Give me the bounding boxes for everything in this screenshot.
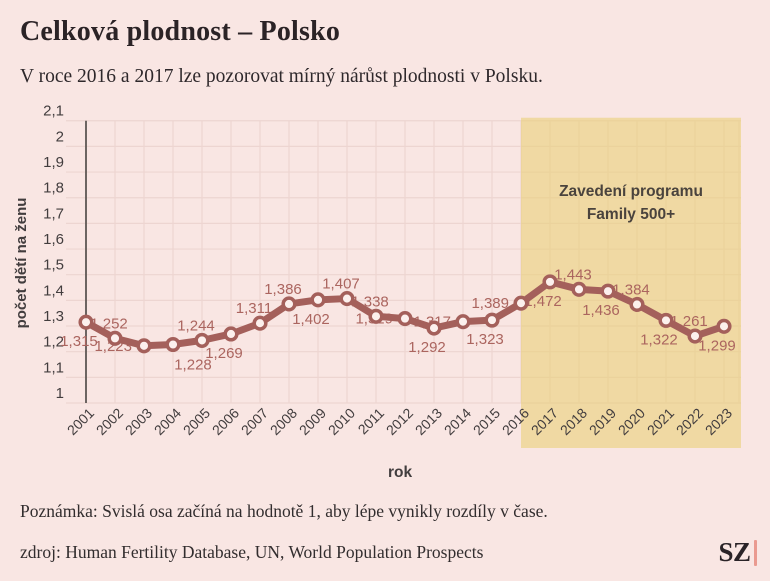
x-tick-label: 2012 xyxy=(383,405,416,438)
x-axis-title: rok xyxy=(388,464,413,481)
x-tick-label: 2003 xyxy=(122,405,155,438)
sz-logo-text: SZ xyxy=(718,537,751,567)
data-point xyxy=(252,315,268,331)
x-tick-label: 2015 xyxy=(470,405,503,438)
page-title: Celková plodnost – Polsko xyxy=(20,16,341,47)
data-point-label: 1,407 xyxy=(322,276,360,293)
data-point-label: 1,436 xyxy=(582,302,620,319)
data-point-label: 1,292 xyxy=(408,339,446,356)
x-tick-label: 2008 xyxy=(267,405,300,438)
page-subtitle: V roce 2016 a 2017 lze pozorovat mírný n… xyxy=(20,66,543,87)
x-tick-label: 2007 xyxy=(238,405,271,438)
data-point xyxy=(310,292,326,308)
data-point-label: 1,386 xyxy=(264,281,302,298)
data-point-label: 1,311 xyxy=(236,300,272,317)
y-tick-label: 1,6 xyxy=(43,231,64,248)
x-tick-label: 2002 xyxy=(93,405,126,438)
data-point xyxy=(165,336,181,353)
y-tick-label: 1,4 xyxy=(43,282,64,299)
data-point-label: 1,443 xyxy=(554,266,592,283)
y-tick-label: 1,2 xyxy=(43,334,64,351)
y-tick-label: 1 xyxy=(56,385,64,402)
data-point xyxy=(368,308,384,324)
source-credit: zdroj: Human Fertility Database, UN, Wor… xyxy=(20,542,484,562)
x-tick-label: 2006 xyxy=(209,405,242,438)
data-point xyxy=(136,338,152,354)
data-point xyxy=(716,318,732,334)
annotation-line2: Family 500+ xyxy=(587,206,675,223)
y-tick-label: 1,1 xyxy=(43,359,64,376)
data-point xyxy=(571,281,587,297)
x-tick-label: 2013 xyxy=(412,405,445,438)
y-tick-label: 1,3 xyxy=(43,308,64,325)
data-point-label: 1,244 xyxy=(177,317,215,334)
data-point-label: 1,299 xyxy=(698,337,736,354)
y-tick-label: 2 xyxy=(56,128,64,145)
y-tick-label: 1,5 xyxy=(43,257,64,274)
annotation-line1: Zavedení programu xyxy=(559,183,703,200)
data-point xyxy=(600,283,616,299)
data-point-label: 1,315 xyxy=(60,333,98,350)
x-tick-label: 2001 xyxy=(64,405,97,438)
data-point xyxy=(513,295,529,311)
data-point xyxy=(107,330,123,346)
data-point-label: 1,389 xyxy=(471,295,509,312)
y-tick-label: 1,8 xyxy=(43,180,64,197)
data-point xyxy=(484,312,500,328)
data-point xyxy=(629,296,645,313)
data-point xyxy=(339,291,355,307)
y-tick-label: 1,9 xyxy=(43,154,64,171)
x-tick-label: 2005 xyxy=(180,405,213,438)
data-point xyxy=(397,311,413,327)
sz-logo: SZ xyxy=(718,537,757,568)
y-axis-title: počet dětí na ženu xyxy=(13,198,30,329)
data-point-label: 1,323 xyxy=(466,331,504,348)
y-tick-label: 1,7 xyxy=(43,205,64,222)
sz-logo-bar xyxy=(753,539,757,566)
footnote: Poznámka: Svislá osa začíná na hodnotě 1… xyxy=(20,501,548,521)
data-point xyxy=(658,312,674,328)
data-point xyxy=(455,314,471,330)
x-tick-label: 2014 xyxy=(441,405,474,438)
data-point-label: 1,402 xyxy=(292,311,330,328)
data-point-label: 1,322 xyxy=(640,331,678,348)
data-point xyxy=(426,320,442,336)
x-tick-label: 2011 xyxy=(355,405,388,438)
y-tick-label: 2,1 xyxy=(43,103,64,120)
x-tick-label: 2010 xyxy=(325,405,358,438)
data-point xyxy=(281,296,297,312)
x-tick-label: 2009 xyxy=(296,405,329,438)
data-point-label: 1,228 xyxy=(174,356,212,373)
data-point xyxy=(223,326,239,342)
data-point xyxy=(687,328,703,344)
data-point-label: 1,269 xyxy=(205,345,243,362)
data-point xyxy=(194,332,210,348)
data-point xyxy=(78,314,94,330)
data-point xyxy=(542,274,558,290)
x-tick-label: 2004 xyxy=(151,405,184,438)
